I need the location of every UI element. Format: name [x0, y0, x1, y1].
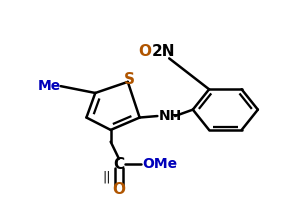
Text: O: O — [113, 182, 125, 197]
Text: OMe: OMe — [143, 157, 178, 171]
Text: S: S — [124, 72, 135, 87]
Text: Me: Me — [38, 79, 61, 93]
Text: O: O — [138, 45, 151, 60]
Text: NH: NH — [159, 109, 182, 123]
Text: 2N: 2N — [152, 45, 176, 60]
Text: ||: || — [103, 170, 111, 183]
Text: C: C — [113, 157, 124, 172]
